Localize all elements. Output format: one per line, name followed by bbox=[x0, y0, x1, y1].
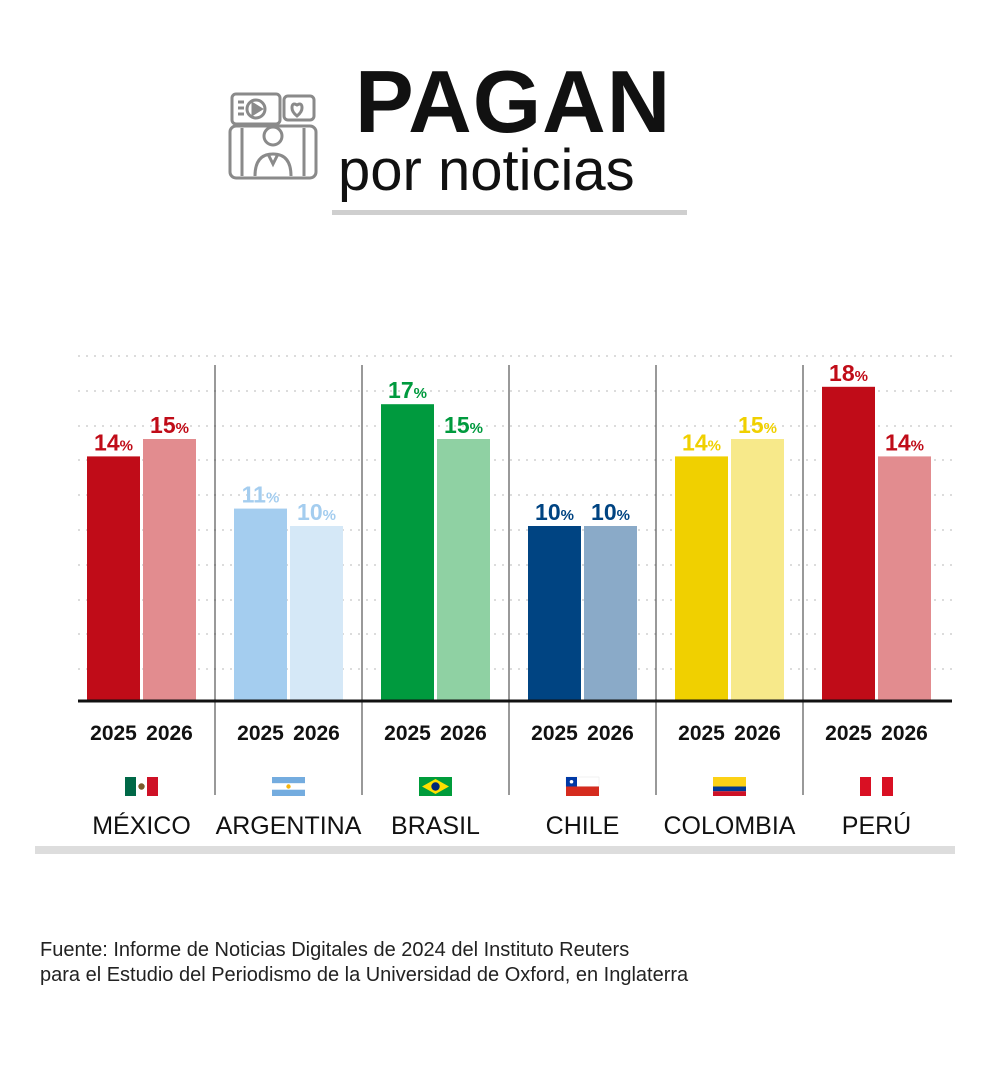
bar bbox=[290, 526, 343, 700]
data-label: 17% bbox=[388, 377, 427, 403]
chart-subtitle: por noticias bbox=[338, 138, 635, 203]
flag-emblem bbox=[138, 783, 145, 790]
data-label: 11% bbox=[242, 482, 280, 508]
bar bbox=[234, 508, 287, 700]
year-tick-label: 2025 bbox=[384, 722, 431, 745]
flag-stripe bbox=[860, 777, 871, 796]
bar bbox=[675, 456, 728, 700]
argentina-flag-icon bbox=[272, 777, 305, 796]
flag-stripe bbox=[882, 777, 893, 796]
bar bbox=[528, 526, 581, 700]
flag-stripe bbox=[125, 777, 136, 796]
country-label: BRASIL bbox=[391, 812, 480, 840]
data-label: 10% bbox=[591, 499, 630, 525]
source-note: Fuente: Informe de Noticias Digitales de… bbox=[40, 938, 940, 988]
bar bbox=[87, 456, 140, 700]
year-tick-label: 2026 bbox=[734, 722, 781, 745]
data-label: 14% bbox=[682, 429, 721, 455]
country-label: COLOMBIA bbox=[664, 812, 796, 840]
flag-emblem bbox=[286, 784, 291, 789]
data-label: 10% bbox=[297, 499, 336, 525]
year-tick-label: 2026 bbox=[881, 722, 928, 745]
colombia-flag-icon bbox=[713, 777, 746, 796]
video-news-icon bbox=[228, 92, 318, 180]
year-tick-label: 2025 bbox=[825, 722, 872, 745]
bar bbox=[822, 386, 875, 700]
year-tick-label: 2025 bbox=[237, 722, 284, 745]
flag-stripe bbox=[566, 786, 599, 796]
year-tick-label: 2026 bbox=[293, 722, 340, 745]
year-tick-label: 2026 bbox=[587, 722, 634, 745]
flag-stripe bbox=[713, 786, 746, 792]
year-tick-label: 2025 bbox=[90, 722, 137, 745]
data-label: 15% bbox=[444, 412, 483, 438]
data-label: 18% bbox=[829, 360, 868, 386]
chile-flag-icon bbox=[565, 776, 600, 796]
chart-title: PAGAN bbox=[355, 52, 672, 151]
data-label: 10% bbox=[535, 499, 574, 525]
flag-stripe bbox=[272, 789, 305, 796]
data-label: 15% bbox=[150, 412, 189, 438]
bar bbox=[143, 439, 196, 700]
bar-chart: 14% 2025 15% 2026 MÉXICO 11% 2025 10% 2026 ARGENT… bbox=[35, 355, 955, 854]
year-tick-label: 2026 bbox=[146, 722, 193, 745]
flag-emblem bbox=[431, 782, 440, 791]
flag-star bbox=[569, 779, 574, 784]
flag-stripe bbox=[147, 777, 158, 796]
bar bbox=[878, 456, 931, 700]
flag-stripe bbox=[713, 777, 746, 787]
bar bbox=[437, 439, 490, 700]
year-tick-label: 2026 bbox=[440, 722, 487, 745]
source-line-1: Fuente: Informe de Noticias Digitales de… bbox=[40, 939, 630, 961]
country-label: CHILE bbox=[546, 812, 620, 840]
title-underline bbox=[332, 210, 687, 215]
flag-stripe bbox=[713, 791, 746, 796]
bottom-divider bbox=[35, 846, 955, 854]
year-tick-label: 2025 bbox=[678, 722, 725, 745]
year-tick-label: 2025 bbox=[531, 722, 578, 745]
country-label: MÉXICO bbox=[92, 811, 191, 840]
bar bbox=[731, 439, 784, 700]
bar bbox=[381, 404, 434, 700]
mexico-flag-icon bbox=[125, 777, 158, 796]
peru-flag-icon bbox=[860, 777, 893, 796]
source-line-2: para el Estudio del Periodismo de la Uni… bbox=[40, 964, 689, 986]
country-label: PERÚ bbox=[842, 811, 911, 840]
brazil-flag-icon bbox=[419, 777, 452, 796]
data-label: 14% bbox=[885, 429, 924, 455]
data-label: 14% bbox=[94, 429, 133, 455]
flag-stripe bbox=[871, 777, 882, 796]
data-label: 15% bbox=[738, 412, 777, 438]
flag-stripe bbox=[272, 777, 305, 784]
country-label: ARGENTINA bbox=[216, 812, 362, 840]
bar bbox=[584, 526, 637, 700]
